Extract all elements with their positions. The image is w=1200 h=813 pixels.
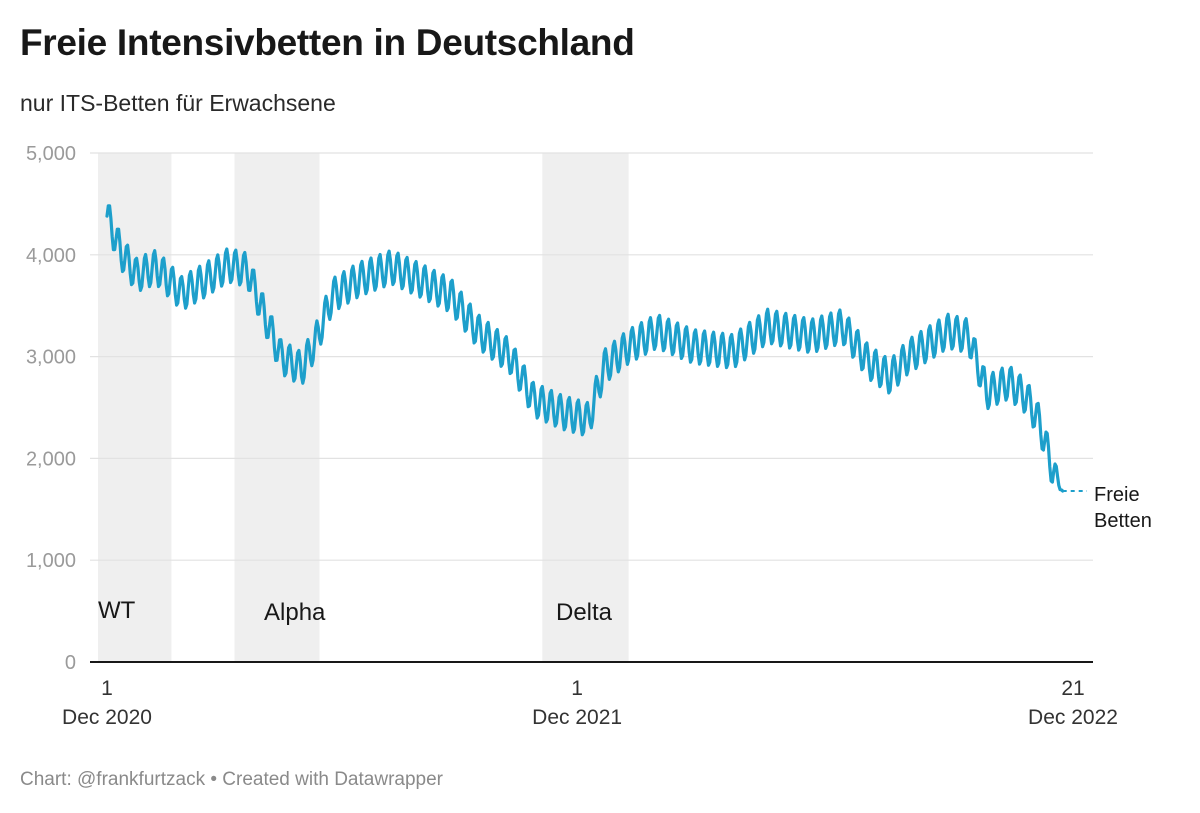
y-axis-ticks: 0 1,000 2,000 3,000 4,000 5,000 <box>26 143 76 674</box>
y-tick-label: 1,000 <box>26 550 76 572</box>
series-end-label: Betten <box>1094 510 1152 532</box>
chart-title: Freie Intensivbetten in Deutschland <box>20 22 635 63</box>
chart-credit: Chart: @frankfurtzack • Created with Dat… <box>20 769 443 790</box>
y-tick-label: 4,000 <box>26 245 76 267</box>
y-tick-label: 3,000 <box>26 347 76 369</box>
period-label-wt: WT <box>98 597 136 624</box>
y-tick-label: 5,000 <box>26 143 76 165</box>
period-labels: WT Alpha Delta Freie Betten <box>98 484 1152 626</box>
shaded-band-1 <box>97 153 172 662</box>
x-tick-day: 1 <box>571 677 583 700</box>
x-tick-day: 1 <box>101 677 113 700</box>
y-tick-label: 0 <box>65 652 76 674</box>
series-end-label: Freie <box>1094 484 1140 506</box>
x-axis-ticks: 1 Dec 2020 1 Dec 2021 21 Dec 2022 <box>62 677 1118 729</box>
chart-subtitle: nur ITS-Betten für Erwachsene <box>20 90 336 116</box>
period-label-alpha: Alpha <box>264 599 326 626</box>
shaded-band-2 <box>234 153 320 662</box>
x-tick-month: Dec 2022 <box>1028 706 1118 729</box>
x-tick-month: Dec 2021 <box>532 706 622 729</box>
y-tick-label: 2,000 <box>26 448 76 470</box>
series-line-1 <box>105 204 1065 493</box>
period-label-delta: Delta <box>556 599 613 626</box>
x-tick-day: 21 <box>1061 677 1084 700</box>
gridlines <box>90 152 1093 663</box>
series-group <box>105 204 1087 493</box>
x-tick-month: Dec 2020 <box>62 706 152 729</box>
